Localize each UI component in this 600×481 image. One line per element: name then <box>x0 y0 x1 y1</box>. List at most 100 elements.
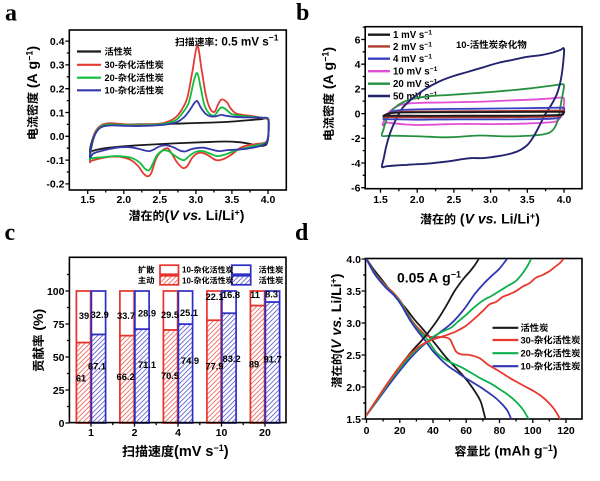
svg-text:29.5: 29.5 <box>161 310 179 320</box>
svg-text:d: d <box>295 220 309 246</box>
svg-text:2.5: 2.5 <box>346 350 361 362</box>
svg-text:-0.1: -0.1 <box>46 155 64 167</box>
svg-text:): ) <box>224 444 229 460</box>
svg-text:39: 39 <box>79 311 89 321</box>
svg-text:4.0: 4.0 <box>557 194 572 206</box>
svg-text:): ) <box>320 47 336 52</box>
svg-text:10-: 10- <box>456 40 470 51</box>
svg-text:10: 10 <box>216 427 228 439</box>
svg-text:(mAh g: (mAh g <box>491 443 543 459</box>
svg-text:1 mV s: 1 mV s <box>393 30 424 41</box>
svg-text:2: 2 <box>355 84 361 96</box>
svg-text:60: 60 <box>460 425 472 437</box>
svg-text:91.7: 91.7 <box>264 355 282 365</box>
svg-text:20: 20 <box>394 425 406 437</box>
svg-text:89: 89 <box>249 360 259 370</box>
svg-text:2.5: 2.5 <box>447 194 462 206</box>
svg-text:67.1: 67.1 <box>88 361 106 371</box>
svg-text:8.3: 8.3 <box>265 290 278 300</box>
svg-text:3.5: 3.5 <box>520 194 535 206</box>
svg-text:10-: 10- <box>182 276 194 285</box>
svg-text:120: 120 <box>557 425 575 437</box>
svg-text:83.2: 83.2 <box>223 354 241 364</box>
svg-text:3.5: 3.5 <box>346 286 361 298</box>
svg-text:(A g: (A g <box>320 62 336 93</box>
svg-text:2.5: 2.5 <box>152 194 167 206</box>
svg-text:−1: −1 <box>430 91 438 98</box>
svg-text:28.9: 28.9 <box>138 309 156 319</box>
svg-text:66.2: 66.2 <box>117 372 135 382</box>
svg-text:2.0: 2.0 <box>116 194 131 206</box>
svg-text:0: 0 <box>355 108 361 120</box>
svg-text:30-: 30- <box>105 60 118 70</box>
svg-text:0.0: 0.0 <box>50 131 65 143</box>
svg-text:0.4: 0.4 <box>50 36 65 48</box>
svg-text:c: c <box>5 220 16 246</box>
svg-text:4.0: 4.0 <box>261 194 276 206</box>
svg-text:100: 100 <box>47 286 65 298</box>
svg-text:2.0: 2.0 <box>410 194 425 206</box>
svg-text:4.0: 4.0 <box>346 254 361 266</box>
svg-text:3.5: 3.5 <box>225 194 240 206</box>
svg-text:(: ( <box>456 211 465 227</box>
svg-text:100: 100 <box>524 425 542 437</box>
svg-text:25.1: 25.1 <box>180 308 198 318</box>
svg-text:-4: -4 <box>351 158 360 170</box>
svg-text:20 mV s: 20 mV s <box>393 79 430 90</box>
svg-text:): ) <box>240 207 245 223</box>
svg-text:+: + <box>329 278 339 283</box>
svg-text:20-: 20- <box>521 349 534 359</box>
svg-text:22.1: 22.1 <box>205 292 223 302</box>
svg-text:−1: −1 <box>214 443 224 453</box>
svg-text:−1: −1 <box>269 33 279 43</box>
svg-text:(: ( <box>165 207 170 223</box>
svg-text:+: + <box>530 211 535 221</box>
svg-text:20: 20 <box>259 427 271 439</box>
svg-text:V vs.: V vs. <box>328 316 344 349</box>
svg-text:0.1: 0.1 <box>50 107 65 119</box>
svg-text:a: a <box>5 1 17 27</box>
svg-text:80: 80 <box>494 425 506 437</box>
svg-text:3.0: 3.0 <box>346 318 361 330</box>
svg-text:−1: −1 <box>451 270 461 280</box>
svg-text:74.9: 74.9 <box>181 356 199 366</box>
svg-text:16.8: 16.8 <box>222 290 240 300</box>
svg-text:2.0: 2.0 <box>346 382 361 394</box>
svg-text:V vs.: V vs. <box>465 211 498 227</box>
svg-text:−1: −1 <box>424 41 432 48</box>
svg-text:25: 25 <box>53 385 65 397</box>
svg-text:-2: -2 <box>351 133 360 145</box>
svg-text:32.9: 32.9 <box>91 310 109 320</box>
svg-text:−1: −1 <box>430 79 438 86</box>
svg-text:: 0.5 mV s: : 0.5 mV s <box>214 36 269 49</box>
svg-text:20-: 20- <box>105 73 118 83</box>
svg-text:77.9: 77.9 <box>205 361 223 371</box>
svg-text:(mV s: (mV s <box>174 444 214 460</box>
svg-text:3.0: 3.0 <box>189 194 204 206</box>
svg-text:): ) <box>328 274 344 279</box>
svg-text:4 mV s: 4 mV s <box>393 54 424 65</box>
svg-text:1.5: 1.5 <box>373 194 388 206</box>
svg-text:): ) <box>24 46 40 51</box>
svg-text:+: + <box>235 208 240 218</box>
svg-text:2 mV s: 2 mV s <box>393 42 424 53</box>
svg-text:71.1: 71.1 <box>138 360 156 370</box>
svg-text:1.5: 1.5 <box>346 414 361 426</box>
svg-text:33.7: 33.7 <box>117 311 135 321</box>
svg-text:−1: −1 <box>25 51 35 61</box>
svg-text:−1: −1 <box>424 30 432 37</box>
svg-text:Li/Li: Li/Li <box>328 283 344 316</box>
svg-text:(A g: (A g <box>24 61 40 92</box>
svg-text:−1: −1 <box>430 66 438 73</box>
svg-text:−1: −1 <box>543 443 553 453</box>
svg-text:-0.2: -0.2 <box>46 179 64 191</box>
svg-text:0: 0 <box>364 425 370 437</box>
svg-text:0.05 A g: 0.05 A g <box>397 270 451 286</box>
svg-text:0.2: 0.2 <box>50 84 65 96</box>
svg-text:40: 40 <box>427 425 439 437</box>
svg-text:2: 2 <box>132 427 138 439</box>
svg-text:30-: 30- <box>521 335 534 345</box>
svg-text:3.0: 3.0 <box>483 194 498 206</box>
svg-text:10-: 10- <box>105 86 118 96</box>
svg-text:4: 4 <box>355 59 361 71</box>
